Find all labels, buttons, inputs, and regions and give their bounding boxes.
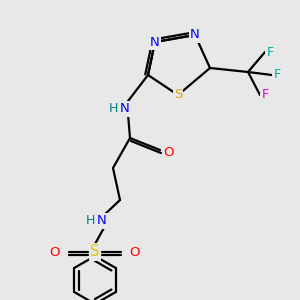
Text: H: H: [108, 101, 118, 115]
Text: O: O: [130, 247, 140, 260]
Text: S: S: [90, 244, 100, 260]
Text: O: O: [50, 247, 60, 260]
Text: H: H: [85, 214, 95, 226]
Text: O: O: [163, 146, 173, 158]
Text: N: N: [150, 35, 160, 49]
Text: F: F: [261, 88, 268, 101]
Text: S: S: [174, 88, 182, 101]
Text: N: N: [97, 214, 107, 227]
Text: N: N: [120, 103, 130, 116]
Text: N: N: [190, 28, 200, 41]
Text: F: F: [266, 46, 274, 59]
Text: F: F: [273, 68, 280, 82]
